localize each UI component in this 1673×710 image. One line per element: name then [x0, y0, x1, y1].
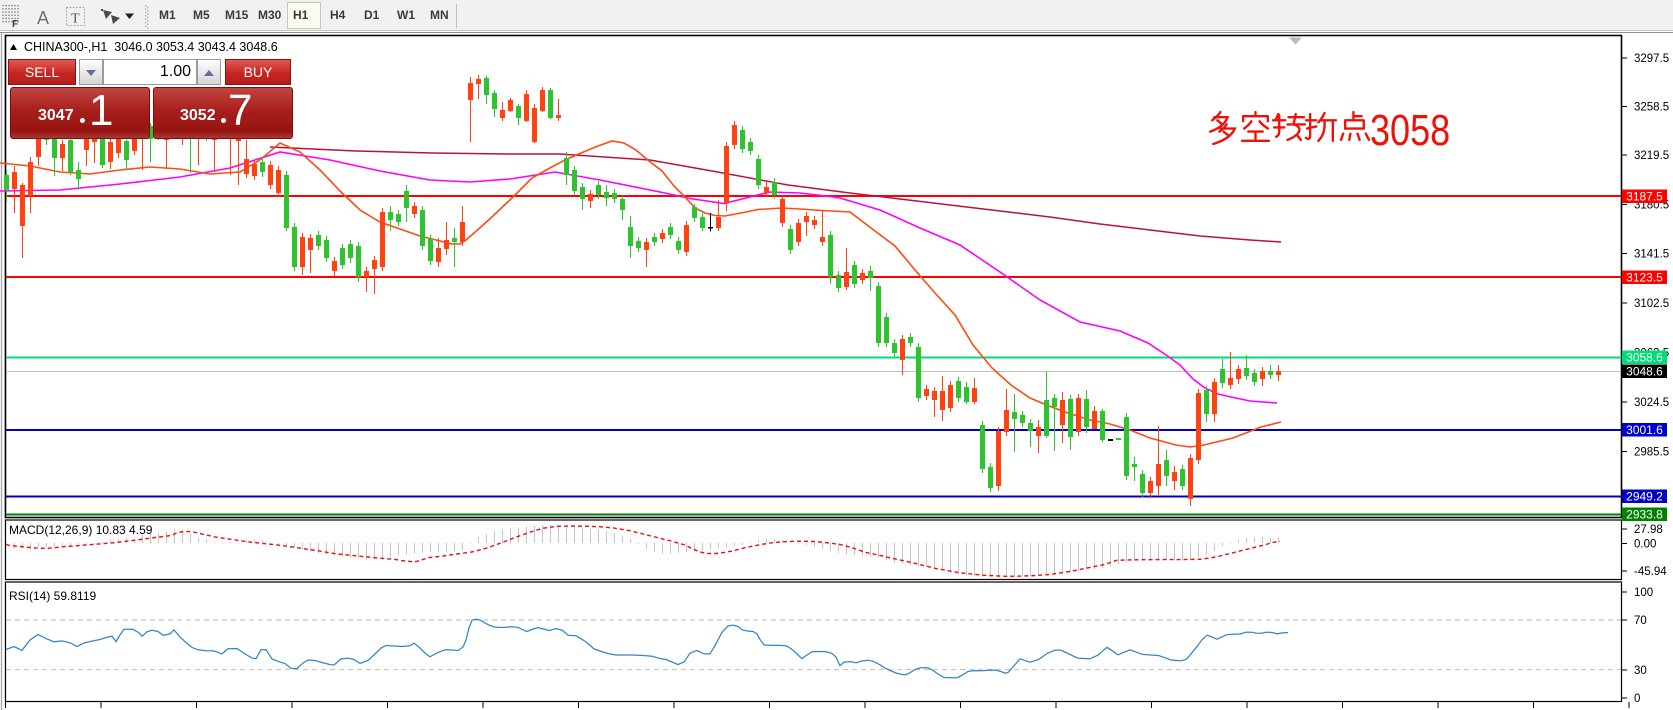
svg-text:3024.5: 3024.5: [1634, 397, 1669, 409]
svg-text:3123.5: 3123.5: [1626, 271, 1663, 285]
svg-text:A: A: [37, 8, 49, 28]
svg-text:F: F: [12, 19, 18, 30]
svg-text:3058: 3058: [1370, 106, 1450, 155]
svg-text:100: 100: [1634, 587, 1653, 599]
svg-text:3058.6: 3058.6: [1626, 351, 1663, 365]
svg-text:3219.5: 3219.5: [1634, 150, 1669, 162]
svg-text:3001.6: 3001.6: [1626, 423, 1663, 437]
svg-text:-45.94: -45.94: [1634, 566, 1667, 578]
svg-text:T: T: [71, 12, 80, 27]
svg-text:RSI(14) 59.8119: RSI(14) 59.8119: [9, 589, 96, 603]
svg-text:0.00: 0.00: [1634, 539, 1656, 551]
svg-text:3048.6: 3048.6: [1626, 365, 1663, 379]
svg-text:2949.2: 2949.2: [1626, 490, 1663, 504]
svg-text:3102.5: 3102.5: [1634, 298, 1669, 310]
svg-text:CHINA300-,H1 3046.0 3053.4 30: CHINA300-,H1 3046.0 3053.4 3043.4 3048.6: [24, 40, 278, 54]
svg-text:0: 0: [1634, 693, 1640, 705]
svg-text:3297.5: 3297.5: [1634, 53, 1669, 65]
svg-text:3187.5: 3187.5: [1626, 190, 1663, 204]
svg-text:70: 70: [1634, 615, 1647, 627]
svg-text:30: 30: [1634, 665, 1647, 677]
svg-text:3258.5: 3258.5: [1634, 102, 1669, 114]
svg-text:MACD(12,26,9) 10.83 4.59: MACD(12,26,9) 10.83 4.59: [9, 523, 153, 537]
svg-text:27.98: 27.98: [1634, 524, 1663, 536]
svg-text:3141.5: 3141.5: [1634, 249, 1669, 261]
svg-text:2933.8: 2933.8: [1626, 508, 1663, 522]
svg-text:2985.5: 2985.5: [1634, 447, 1669, 459]
